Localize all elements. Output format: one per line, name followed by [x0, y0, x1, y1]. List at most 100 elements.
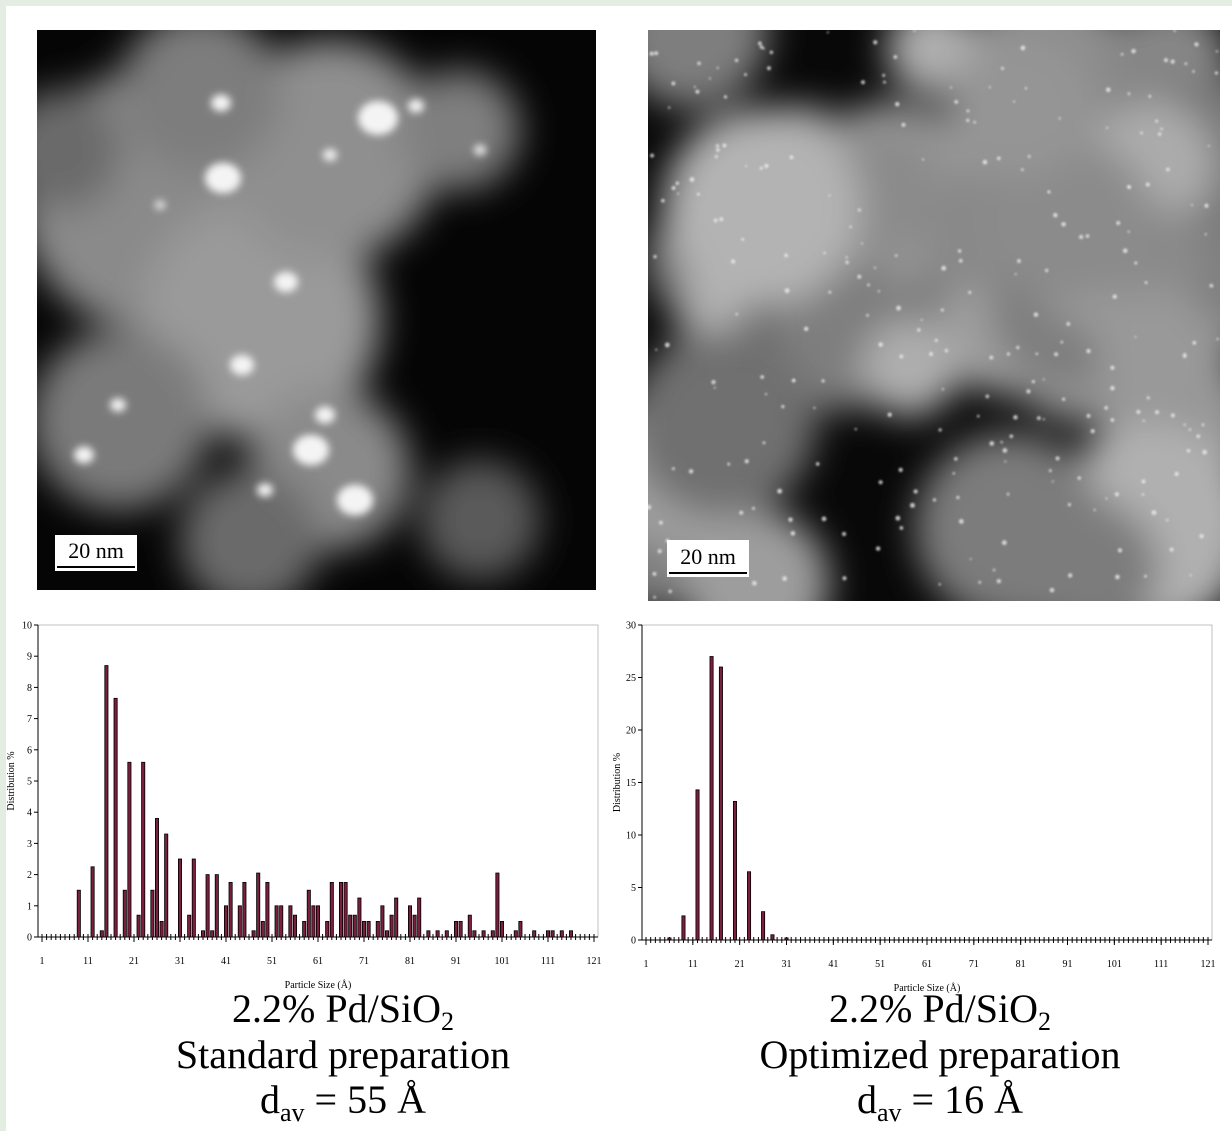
particle: [781, 404, 785, 409]
particle: [913, 489, 918, 494]
bar: [154, 818, 159, 938]
bar: [223, 905, 228, 938]
x-tick-label: 51: [875, 959, 885, 970]
particle: [1165, 167, 1170, 172]
particle: [823, 251, 826, 255]
x-tick-label: 81: [405, 956, 415, 967]
particle: [1140, 131, 1143, 135]
particle: [730, 259, 736, 264]
bar: [99, 930, 104, 938]
bar: [288, 905, 293, 938]
particle: [293, 434, 329, 466]
particle: [358, 101, 398, 135]
particle: [1020, 168, 1024, 171]
particle: [696, 192, 700, 196]
particle: [1026, 389, 1031, 394]
particle: [658, 520, 663, 525]
particle: [652, 571, 657, 576]
particle: [861, 80, 865, 85]
particle: [675, 181, 680, 185]
bar: [518, 921, 523, 938]
caption-line: Optimized preparation: [760, 1032, 1121, 1077]
particle: [1189, 574, 1192, 577]
particle: [989, 355, 994, 360]
bar: [237, 905, 242, 938]
particle: [1192, 70, 1195, 73]
particle: [1009, 434, 1014, 439]
particle: [938, 583, 941, 586]
particle: [1006, 492, 1010, 496]
particle: [759, 45, 764, 49]
particle: [1165, 518, 1169, 522]
particle: [867, 283, 870, 287]
particle: [966, 118, 970, 123]
particle: [815, 462, 820, 466]
bar: [306, 889, 311, 938]
particle: [1199, 533, 1204, 539]
plot-area: [641, 624, 1213, 941]
particle: [789, 155, 794, 160]
bar: [357, 897, 362, 938]
particle: [653, 595, 656, 599]
particle: [1002, 448, 1008, 453]
particle: [1006, 352, 1011, 356]
x-tick-label: 31: [175, 956, 185, 967]
bar: [191, 858, 196, 938]
particle: [1204, 203, 1209, 208]
y-tick-label: 0: [631, 936, 636, 947]
particle: [899, 526, 904, 530]
bar: [315, 905, 320, 938]
blob: [37, 90, 120, 210]
y-tick-label: 10: [626, 831, 636, 842]
bar: [417, 897, 422, 938]
particle: [1163, 58, 1168, 63]
x-tick-label: 71: [359, 956, 369, 967]
particle: [657, 549, 662, 554]
particle: [1134, 336, 1137, 339]
particle: [790, 531, 796, 536]
y-tick-label: 7: [27, 714, 32, 725]
particle: [1114, 492, 1120, 497]
particle: [878, 342, 883, 347]
particle: [752, 580, 757, 586]
particle: [230, 354, 254, 376]
particle: [958, 519, 964, 524]
particle: [896, 305, 902, 311]
particle: [74, 446, 94, 464]
bar: [732, 801, 737, 941]
particle: [1190, 204, 1194, 207]
particle: [1027, 155, 1031, 158]
y-tick-label: 3: [27, 839, 32, 850]
particle: [1131, 48, 1136, 54]
y-axis-label: Distribution %: [612, 753, 623, 812]
x-tick-label: 71: [969, 959, 979, 970]
particle: [1194, 42, 1199, 47]
particle: [764, 392, 768, 396]
bar: [141, 761, 146, 938]
particle: [1042, 418, 1045, 421]
bar: [435, 930, 440, 938]
bar: [251, 930, 256, 938]
bar: [200, 930, 205, 938]
bar: [265, 882, 270, 938]
particle: [857, 208, 861, 212]
particle: [751, 506, 755, 510]
x-tick-label: 61: [313, 956, 323, 967]
bar: [407, 905, 412, 938]
particle: [1042, 378, 1045, 381]
particle: [956, 495, 960, 500]
particle: [1066, 321, 1071, 326]
caption-line: dav = 16 Å: [857, 1077, 1023, 1127]
particle: [857, 274, 862, 279]
particle: [882, 73, 886, 77]
bar: [375, 921, 380, 938]
particle: [1078, 234, 1084, 240]
bar: [709, 656, 714, 941]
particle: [762, 441, 766, 445]
particle: [917, 328, 921, 332]
x-tick-label: 91: [451, 956, 461, 967]
particle: [716, 66, 719, 70]
caption-text: d: [260, 1077, 280, 1122]
particle: [715, 148, 720, 152]
particle: [1115, 574, 1120, 580]
